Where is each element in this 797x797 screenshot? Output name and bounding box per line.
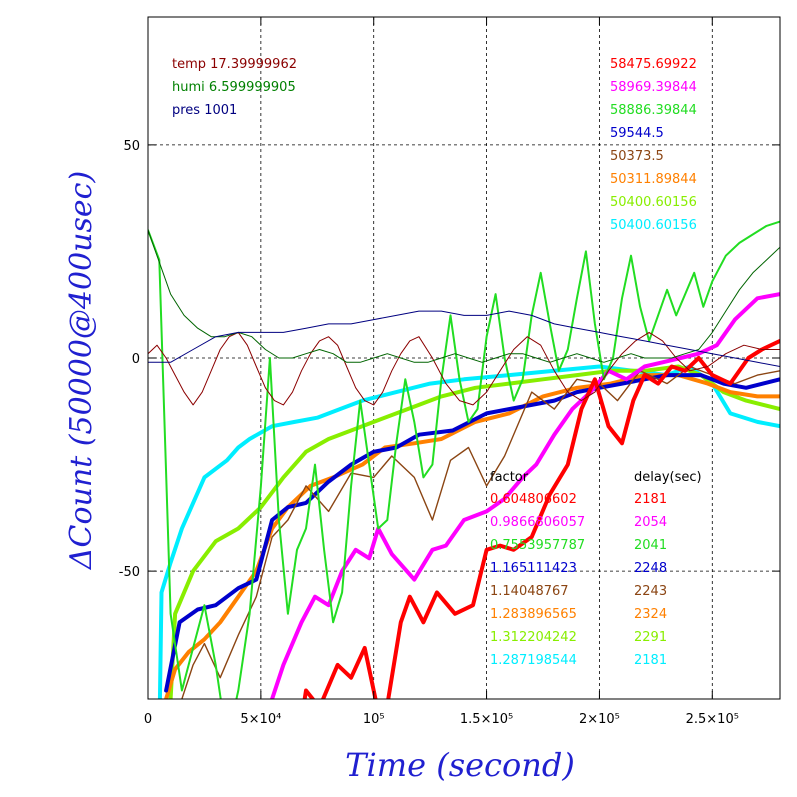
- series-line-10: [148, 229, 780, 363]
- series-line-5: [181, 365, 780, 699]
- x-tick-label: 10⁵: [363, 712, 385, 727]
- delay-value: 2324: [634, 607, 667, 622]
- series-line-8: [148, 220, 780, 699]
- y-tick-label: 0: [132, 352, 140, 367]
- env-label: humi 6.599999905: [172, 80, 296, 95]
- env-label: temp 17.39999962: [172, 57, 297, 72]
- factor-value: 1.165111423: [490, 561, 577, 576]
- x-tick-label: 1.5×10⁵: [460, 712, 513, 727]
- factor-value: 1.287198544: [490, 653, 577, 668]
- x-axis-title: Time (second): [345, 746, 575, 784]
- series-line-6: [269, 292, 780, 699]
- env-label: pres 1001: [172, 103, 237, 118]
- delay-value: 2054: [634, 515, 667, 530]
- series-value-label: 58969.39844: [610, 80, 697, 95]
- series-value-label: 58886.39844: [610, 103, 697, 118]
- axis-ticks: 0 5×10⁴ 10⁵ 1.5×10⁵ 2×10⁵ 2.5×10⁵ 50 0 -50: [119, 17, 780, 727]
- delay-value: 2291: [634, 630, 667, 645]
- factor-value: 0.604806602: [490, 492, 577, 507]
- y-tick-label: 50: [123, 139, 140, 154]
- factor-value: 0.7553957787: [490, 538, 585, 553]
- series-line-11: [148, 310, 780, 367]
- series-value-label: 50400.60156: [610, 195, 697, 210]
- factor-header: factor: [490, 470, 529, 485]
- delay-value: 2041: [634, 538, 667, 553]
- factor-value: 1.312204242: [490, 630, 577, 645]
- series-group: [148, 220, 780, 699]
- delay-value: 2181: [634, 653, 667, 668]
- factor-value: 1.283896565: [490, 607, 577, 622]
- x-tick-label: 0: [144, 712, 152, 727]
- x-tick-label: 2.5×10⁵: [686, 712, 739, 727]
- x-tick-label: 2×10⁵: [579, 712, 620, 727]
- series-value-label: 50373.5: [610, 149, 664, 164]
- delay-value: 2243: [634, 584, 667, 599]
- annotations: temp 17.39999962 humi 6.599999905 pres 100…: [172, 57, 702, 668]
- series-value-label: 50400.60156: [610, 218, 697, 233]
- series-value-label: 59544.5: [610, 126, 664, 141]
- delay-header: delay(sec): [634, 470, 702, 485]
- factor-value: 0.9866806057: [490, 515, 585, 530]
- series-value-label: 58475.69922: [610, 57, 697, 72]
- delay-value: 2181: [634, 492, 667, 507]
- y-axis-title: ΔCount (50000@400usec): [64, 171, 99, 570]
- series-line-9: [148, 331, 780, 406]
- y-tick-label: -50: [119, 565, 140, 580]
- x-tick-label: 5×10⁴: [240, 712, 281, 727]
- series-value-label: 50311.89844: [610, 172, 697, 187]
- factor-value: 1.14048767: [490, 584, 569, 599]
- series-line-7: [302, 338, 780, 699]
- delay-value: 2248: [634, 561, 667, 576]
